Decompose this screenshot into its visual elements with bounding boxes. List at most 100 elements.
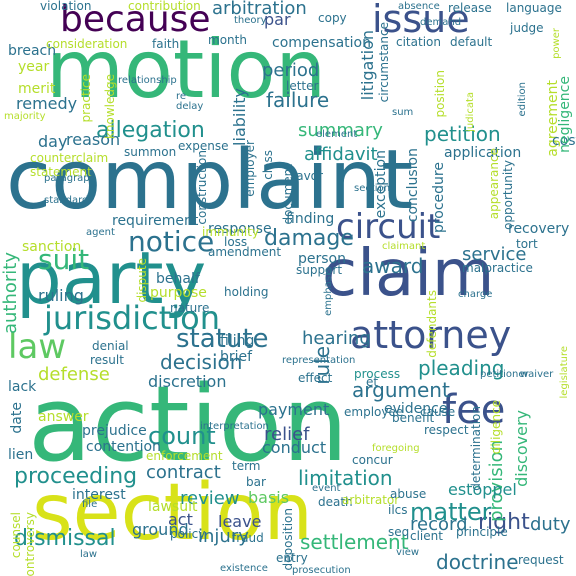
- cloud-word: summary: [298, 120, 383, 141]
- cloud-word: agent: [86, 227, 115, 238]
- cloud-word: consideration: [46, 37, 128, 51]
- cloud-word: damage: [264, 226, 354, 251]
- cloud-word: allegation: [96, 118, 205, 143]
- cloud-word: fee: [442, 387, 506, 433]
- cloud-word: reason: [66, 130, 121, 149]
- cloud-word: counterclaim: [30, 151, 109, 165]
- cloud-word: right: [478, 510, 530, 535]
- cloud-word: breach: [8, 43, 57, 59]
- cloud-word: claimant: [382, 241, 426, 252]
- cloud-word: employee: [344, 405, 404, 419]
- cloud-word: record: [410, 514, 468, 535]
- cloud-word: dispute: [135, 258, 149, 303]
- cloud-word: conduct: [262, 438, 327, 457]
- cloud-word: finding: [286, 211, 335, 227]
- cloud-word: doctrine: [436, 550, 519, 574]
- cloud-word: diligence: [489, 400, 503, 455]
- cloud-word: jurisdiction: [44, 299, 220, 337]
- cloud-word: suit: [38, 243, 90, 276]
- cloud-word: letter: [286, 79, 319, 93]
- cloud-word: concur: [352, 453, 393, 467]
- cloud-word: month: [208, 33, 247, 47]
- cloud-word: cause: [420, 405, 456, 419]
- cloud-word: discovery: [512, 410, 531, 487]
- cloud-word: ground: [132, 520, 189, 539]
- cloud-word: procedure: [431, 162, 447, 234]
- cloud-word: majority: [4, 111, 46, 122]
- cloud-word: construction: [195, 150, 209, 225]
- cloud-word: response: [208, 221, 272, 237]
- cloud-word: summon: [124, 145, 177, 159]
- cloud-word: nature: [170, 301, 210, 315]
- cloud-word: principle: [456, 525, 508, 539]
- cloud-word: controversy: [23, 512, 37, 576]
- cloud-word: argument: [352, 378, 450, 402]
- cloud-word: leave: [218, 512, 262, 531]
- cloud-word: faith: [152, 37, 180, 51]
- cloud-word: lack: [8, 379, 37, 395]
- cloud-word: appearance: [487, 148, 501, 220]
- cloud-word: statute: [176, 324, 269, 354]
- cloud-word: charge: [458, 289, 493, 300]
- cloud-word: default: [450, 35, 493, 49]
- cloud-word: demand: [420, 17, 462, 28]
- cloud-word: power: [551, 28, 562, 59]
- cloud-word: par: [264, 10, 291, 29]
- cloud-word: contract: [146, 462, 221, 483]
- cloud-word: class: [261, 150, 275, 180]
- cloud-word: ruling: [38, 286, 84, 305]
- cloud-word: brief: [220, 349, 253, 365]
- cloud-word: issue: [372, 0, 470, 41]
- cloud-word: view: [396, 547, 420, 558]
- cloud-word: support: [296, 263, 343, 277]
- cloud-word: et: [366, 375, 379, 389]
- cloud-word: review: [180, 488, 240, 509]
- cloud-word: payment: [258, 400, 330, 419]
- cloud-word: bar: [246, 475, 266, 489]
- cloud-word: prosecution: [292, 565, 351, 576]
- cloud-word: legislature: [559, 346, 570, 399]
- cloud-word: motion: [46, 23, 327, 116]
- cloud-word: dismissal: [14, 526, 116, 551]
- cloud-word: term: [232, 459, 261, 473]
- cloud-word: notice: [128, 225, 215, 258]
- cloud-word: fraud: [232, 531, 264, 545]
- cloud-word: entry: [276, 551, 308, 565]
- cloud-word: petitioner: [480, 369, 529, 380]
- cloud-word: existence: [220, 563, 268, 574]
- cloud-word: re: [176, 91, 187, 102]
- cloud-word: day: [38, 132, 68, 151]
- cloud-word: relief: [264, 424, 310, 445]
- cloud-word: petition: [424, 122, 501, 146]
- cloud-word: denial: [92, 339, 129, 353]
- cloud-word: amendment: [208, 245, 282, 259]
- cloud-word: release: [448, 1, 492, 15]
- cloud-word: filing: [220, 333, 255, 349]
- cloud-word: counsel: [9, 512, 23, 559]
- cloud-word: conclusion: [405, 148, 421, 223]
- cloud-word: complaint: [6, 133, 414, 228]
- cloud-word: holding: [224, 285, 269, 299]
- cloud-word: knowledge: [103, 74, 117, 140]
- cloud-word: violation: [40, 0, 92, 13]
- cloud-word: delay: [176, 101, 204, 112]
- cloud-word: citation: [396, 35, 441, 49]
- cloud-word: defendants: [425, 290, 439, 358]
- cloud-word: injury: [198, 526, 249, 547]
- cloud-word: employer: [243, 140, 257, 197]
- cloud-word: emphasis: [323, 268, 334, 316]
- cloud-word: benefit: [392, 411, 435, 425]
- cloud-word: contribution: [128, 0, 201, 13]
- cloud-word: arbitrator: [342, 493, 400, 507]
- cloud-word: seq: [388, 525, 410, 539]
- cloud-word: expense: [178, 139, 229, 153]
- cloud-word: malpractice: [462, 261, 533, 275]
- cloud-word: immunity: [202, 225, 260, 239]
- cloud-word: loss: [224, 235, 248, 249]
- cloud-word: waiver: [520, 369, 554, 380]
- cloud-word: evidence: [384, 401, 448, 417]
- cloud-word: basis: [248, 488, 290, 507]
- cloud-word: ilcs: [388, 503, 408, 517]
- cloud-word: proceeding: [14, 464, 138, 489]
- cloud-word: settlement: [300, 530, 409, 554]
